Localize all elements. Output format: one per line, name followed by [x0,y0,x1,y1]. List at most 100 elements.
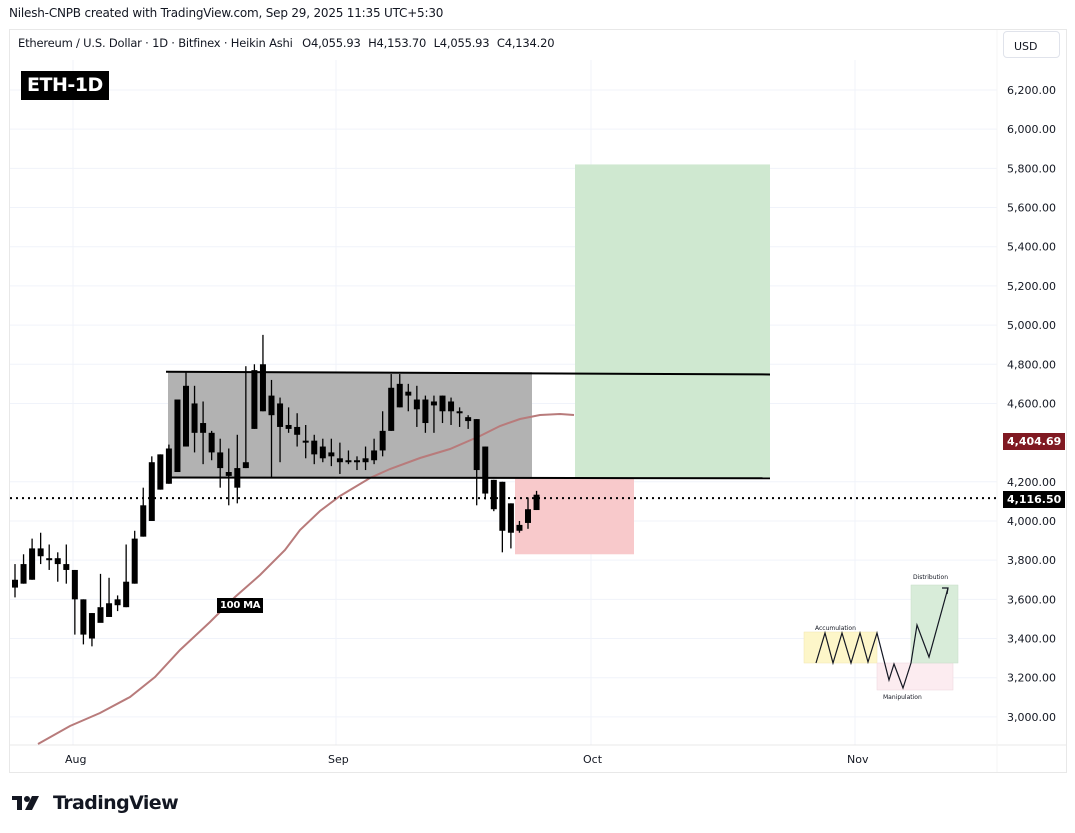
candle[interactable] [422,395,429,433]
candle[interactable] [396,374,403,408]
support-line[interactable] [165,476,771,480]
candle[interactable] [525,497,531,529]
candle[interactable] [140,487,147,537]
candle[interactable] [242,366,249,469]
candle-body [183,385,189,447]
candle[interactable] [285,407,292,433]
candle[interactable] [413,385,420,427]
candle-body [388,387,395,431]
ma-100-line[interactable] [37,412,575,745]
candle[interactable] [200,401,207,465]
symbol-description: Ethereum / U.S. Dollar · 1D · Bitfinex ·… [18,36,293,50]
tradingview-wordmark: TradingView [53,792,179,814]
candle[interactable] [336,442,343,474]
candle[interactable] [362,446,369,471]
tradingview-logo[interactable]: TradingView [12,792,179,814]
candle[interactable] [379,411,386,457]
resistance-line[interactable] [165,370,771,376]
candle-body [285,424,292,429]
candle[interactable] [456,407,463,427]
candle[interactable] [371,438,378,465]
stop-loss-box[interactable] [515,477,634,555]
candle[interactable] [259,334,266,412]
candle[interactable] [473,419,480,506]
candle[interactable] [268,379,275,478]
candle[interactable] [465,415,472,429]
currency-button[interactable]: USD [1003,31,1060,58]
candle-body [200,423,207,433]
candle-body [379,430,386,451]
candle[interactable] [148,456,155,521]
candle[interactable] [516,520,523,533]
date-tick-label: Nov [847,753,869,766]
candle[interactable] [277,397,284,463]
tradingview-logo-icon [12,796,39,810]
price-tick-label: 4,600.00 [1007,397,1056,410]
candle[interactable] [165,444,172,484]
candle[interactable] [311,434,318,465]
candle-body [29,548,36,580]
candle[interactable] [191,385,198,453]
candle[interactable] [225,448,232,506]
candle-body [71,569,78,600]
candle[interactable] [354,456,360,471]
candle[interactable] [507,503,514,549]
candle-body [12,579,18,588]
price-tick-label: 4,800.00 [1007,358,1056,371]
candle[interactable] [174,399,181,473]
candle-body [336,458,343,463]
candle[interactable] [114,595,121,612]
candle-body [294,426,301,435]
candle[interactable] [448,397,455,425]
candle[interactable] [482,446,489,500]
price-tick-label: 4,000.00 [1007,515,1056,528]
target-profit-box[interactable] [575,164,770,478]
candle[interactable] [46,544,53,570]
candle-body [268,395,275,416]
candle[interactable] [499,481,506,553]
candle[interactable] [71,569,78,635]
candle[interactable] [12,564,18,598]
candle[interactable] [294,413,301,447]
candle-body [140,505,147,537]
candle[interactable] [302,424,309,459]
candle[interactable] [88,613,95,647]
candle-body [371,450,378,461]
candle[interactable] [430,395,437,433]
candle[interactable] [183,372,189,447]
candle[interactable] [251,364,258,429]
candle-body [456,411,463,414]
candle[interactable] [106,577,113,617]
candle[interactable] [533,490,540,511]
candle[interactable] [328,438,335,467]
candle[interactable] [319,438,326,463]
candle[interactable] [439,395,446,424]
candle[interactable] [123,544,130,608]
candle[interactable] [157,454,164,490]
candle-body [465,417,472,422]
candle-body [448,401,455,412]
price-tick-label: 3,800.00 [1007,554,1056,567]
candle[interactable] [29,538,36,580]
candle[interactable] [37,532,44,565]
candle[interactable] [80,599,87,645]
price-tick-label: 5,000.00 [1007,319,1056,332]
candle-body [302,440,309,443]
candle[interactable] [234,434,241,504]
candle-body [490,479,497,510]
eth-1d-tag: ETH-1D [21,71,109,100]
candle[interactable] [63,544,70,584]
candle[interactable] [131,530,138,584]
price-tick-label: 5,600.00 [1007,202,1056,215]
candle[interactable] [345,450,352,465]
candle[interactable] [490,479,497,512]
candle[interactable] [388,374,395,431]
candle[interactable] [217,438,224,488]
candle-body [54,558,61,565]
candle[interactable] [54,552,61,582]
candle[interactable] [20,554,27,584]
candle[interactable] [97,573,104,623]
candle[interactable] [208,430,215,461]
candle[interactable] [405,383,412,412]
